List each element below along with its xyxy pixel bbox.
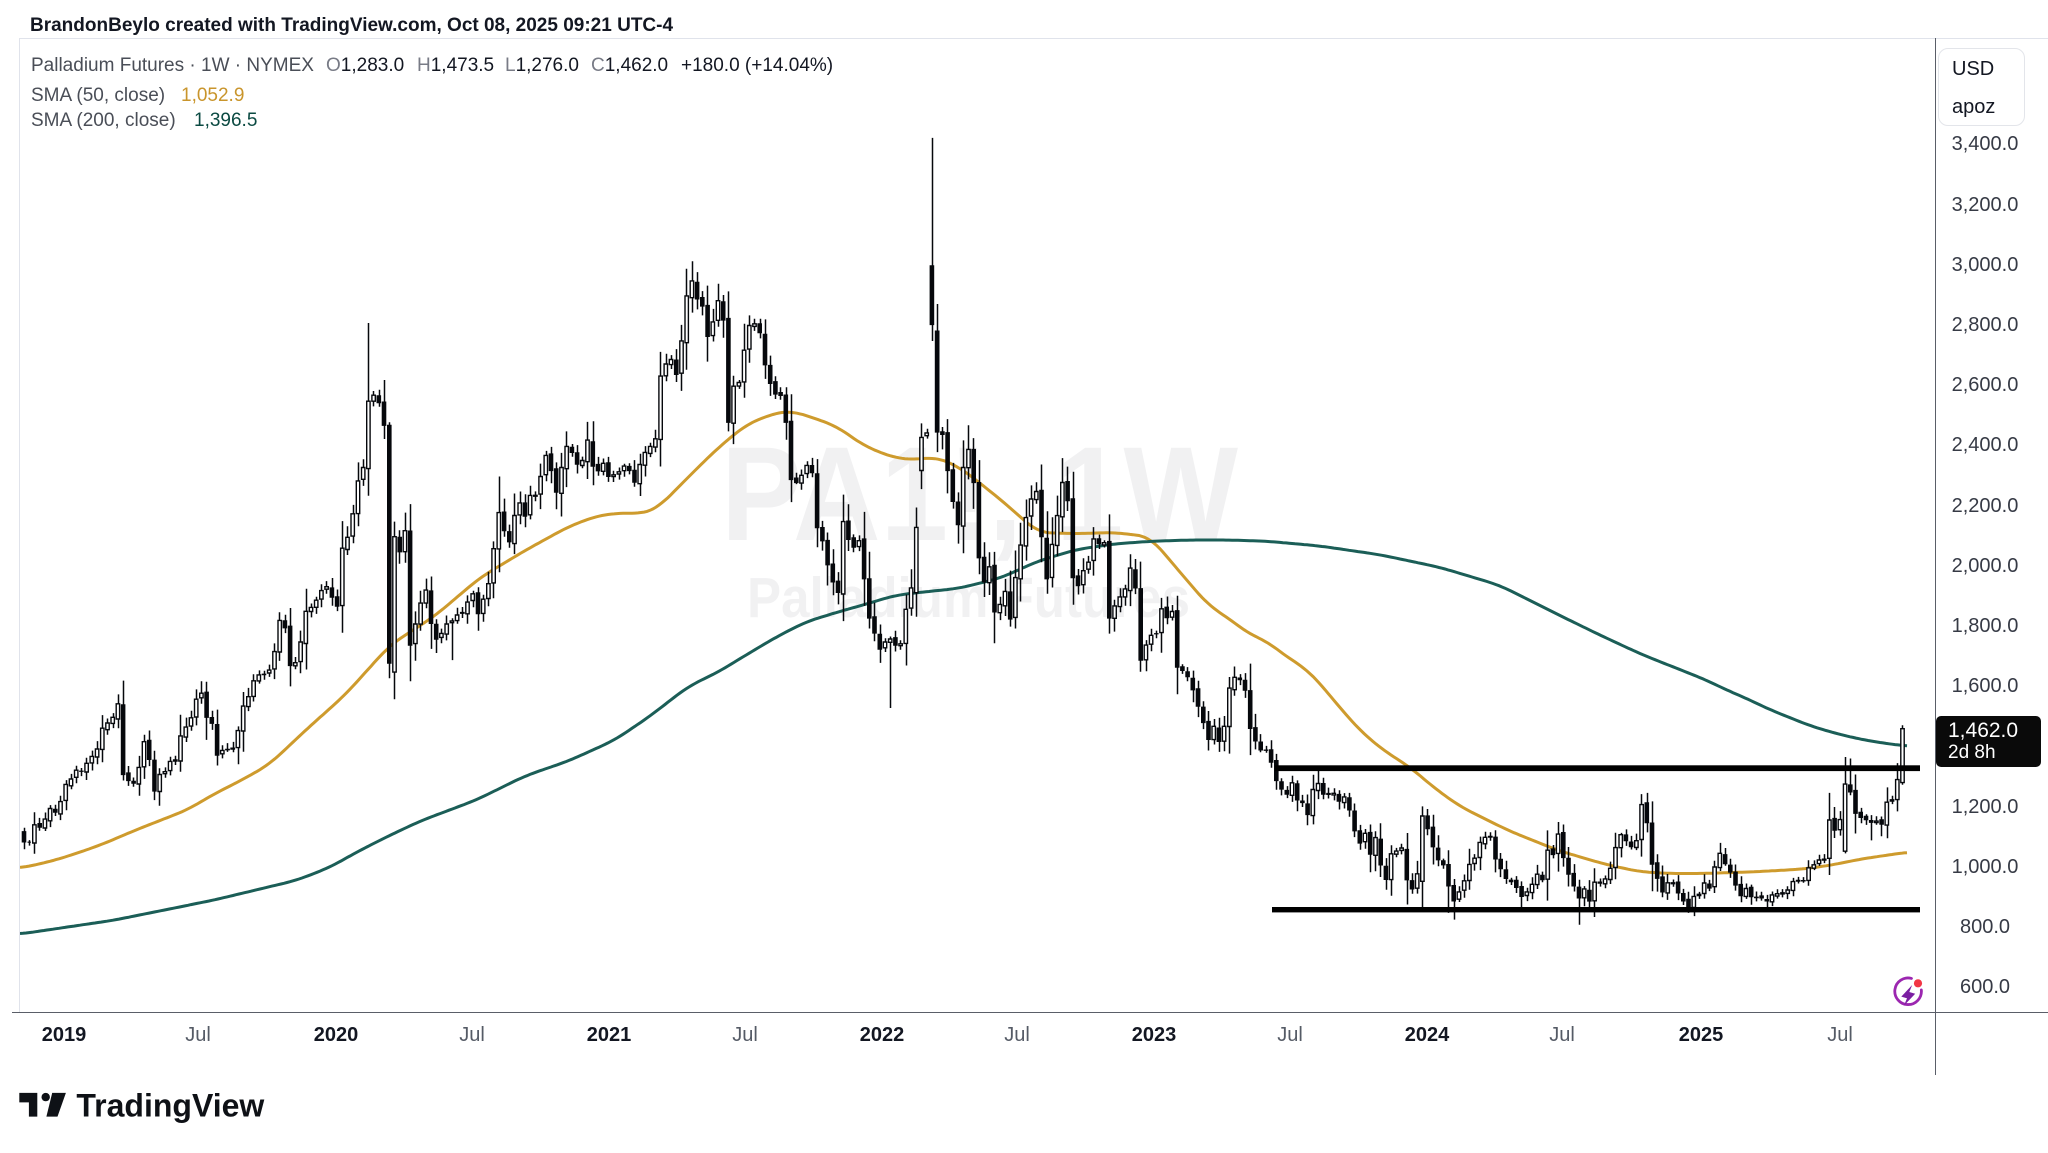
svg-text:TradingView: TradingView	[76, 1088, 264, 1124]
svg-text:Palladium Futures: Palladium Futures	[747, 566, 1190, 630]
